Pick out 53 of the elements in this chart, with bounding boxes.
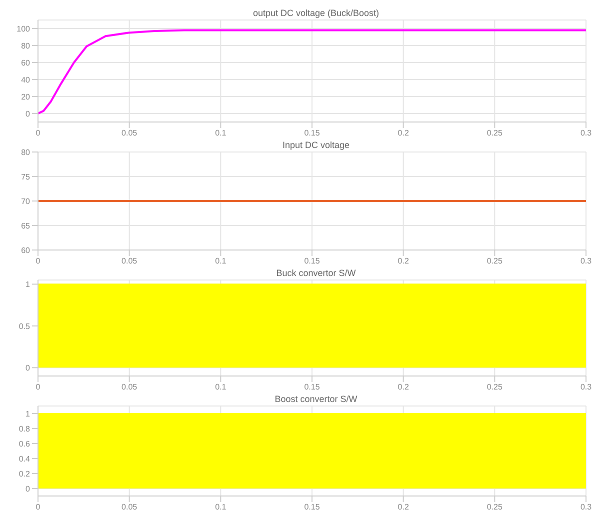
x-tick-label: 0.2 [398, 502, 410, 512]
x-tick-label: 0.05 [122, 382, 138, 392]
line-series [38, 29, 586, 114]
y-tick-label: 40 [21, 75, 31, 84]
chart-title: output DC voltage (Buck/Boost) [252, 8, 380, 18]
y-tick-label: 80 [21, 148, 31, 157]
x-tick-label: 0.2 [398, 256, 410, 266]
x-tick-label: 0 [36, 382, 41, 392]
y-tick-label: 0 [26, 109, 31, 118]
y-tick-label: 100 [16, 24, 31, 34]
y-tick-label: 20 [21, 92, 31, 102]
x-tick-label: 0.05 [122, 128, 138, 138]
x-tick-label: 0.1 [215, 382, 227, 392]
x-tick-label: 0 [36, 256, 41, 266]
x-tick-label: 0 [36, 128, 41, 138]
y-tick-label: 0.5 [18, 322, 31, 331]
x-tick-label: 0.15 [304, 128, 320, 138]
x-tick-label: 0.3 [580, 502, 592, 512]
y-tick-label: 0.2 [18, 469, 31, 478]
y-tick-label: 0.8 [18, 424, 31, 434]
x-tick-label: 0.2 [398, 382, 410, 392]
x-tick-label: 0.15 [304, 382, 320, 392]
x-tick-label: 0.25 [486, 502, 503, 512]
y-tick-label: 70 [21, 196, 31, 206]
x-tick-label: 0.3 [580, 382, 592, 392]
x-tick-label: 0.05 [122, 502, 138, 512]
chart-title: Input DC voltage [281, 140, 351, 150]
y-tick-label: 0.4 [18, 454, 31, 464]
x-tick-label: 0.15 [304, 502, 320, 512]
x-tick-label: 0.25 [486, 382, 503, 392]
x-tick-label: 0.3 [580, 256, 592, 266]
chart-title: Buck convertor S/W [275, 268, 357, 278]
x-tick-label: 0.2 [398, 128, 410, 138]
y-tick-label: 0.6 [18, 439, 31, 448]
x-tick-label: 0.25 [486, 128, 503, 138]
y-tick-label: 0 [26, 484, 31, 494]
y-tick-label: 60 [21, 58, 31, 68]
x-tick-label: 0 [36, 502, 41, 512]
x-tick-label: 0.15 [304, 256, 320, 266]
y-tick-label: 0 [26, 363, 31, 372]
x-tick-label: 0.05 [122, 256, 138, 266]
x-tick-label: 0.3 [580, 128, 592, 138]
x-tick-label: 0.1 [215, 128, 227, 138]
x-tick-label: 0.1 [215, 502, 227, 512]
y-tick-label: 60 [21, 246, 31, 255]
x-tick-label: 0.1 [215, 256, 227, 266]
chart-title: Boost convertor S/W [274, 394, 358, 404]
y-tick-label: 80 [21, 41, 31, 50]
x-tick-label: 0.25 [486, 256, 503, 266]
y-tick-label: 75 [21, 172, 31, 182]
y-tick-label: 65 [21, 221, 31, 230]
y-tick-label: 1 [26, 409, 31, 418]
y-tick-label: 1 [26, 280, 31, 290]
